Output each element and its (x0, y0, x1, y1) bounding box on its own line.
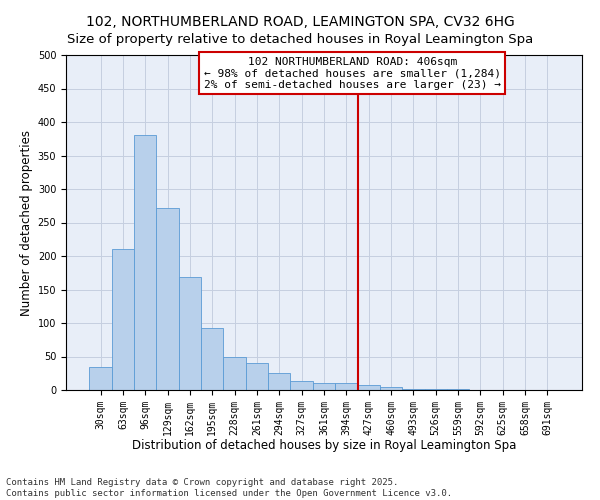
Bar (134, 136, 157, 390)
Text: 102, NORTHUMBERLAND ROAD, LEAMINGTON SPA, CV32 6HG: 102, NORTHUMBERLAND ROAD, LEAMINGTON SPA… (86, 15, 514, 29)
Bar (179, 278, 201, 390)
Bar (290, 380, 313, 390)
Bar (89, 366, 112, 390)
X-axis label: Distribution of detached houses by size in Royal Leamington Spa: Distribution of detached houses by size … (132, 439, 516, 452)
Bar (268, 373, 290, 390)
Text: Size of property relative to detached houses in Royal Leamington Spa: Size of property relative to detached ho… (67, 32, 533, 46)
Bar (358, 384, 380, 390)
Bar (402, 388, 425, 390)
Text: Contains HM Land Registry data © Crown copyright and database right 2025.
Contai: Contains HM Land Registry data © Crown c… (6, 478, 452, 498)
Bar (223, 356, 246, 390)
Bar (313, 384, 335, 390)
Bar (380, 388, 402, 390)
Bar (246, 363, 268, 390)
Bar (157, 208, 179, 390)
Bar (201, 328, 223, 390)
Bar (112, 250, 134, 390)
Y-axis label: Number of detached properties: Number of detached properties (20, 130, 34, 316)
Bar (335, 384, 358, 390)
Text: 102 NORTHUMBERLAND ROAD: 406sqm
← 98% of detached houses are smaller (1,284)
2% : 102 NORTHUMBERLAND ROAD: 406sqm ← 98% of… (204, 56, 501, 90)
